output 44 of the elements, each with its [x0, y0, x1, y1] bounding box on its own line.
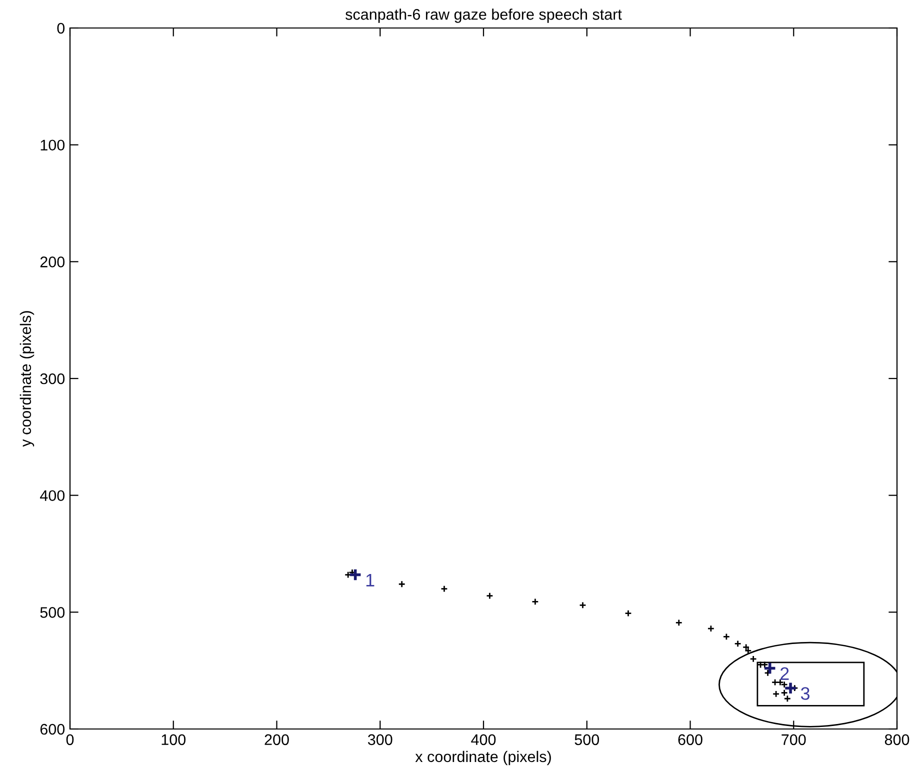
y-axis-title: y coordinate (pixels) — [20, 311, 34, 447]
point — [744, 647, 752, 654]
point — [784, 681, 798, 695]
y-tick-label: 300 — [40, 373, 65, 384]
point — [763, 661, 777, 676]
x-axis-title: x coordinate (pixels) — [415, 750, 551, 766]
point — [734, 640, 742, 648]
x-tick-label: 200 — [264, 734, 289, 746]
annotation: 1 — [366, 574, 374, 586]
point — [771, 678, 779, 686]
y-tick-label: 0 — [57, 22, 65, 34]
point — [742, 644, 750, 651]
y-tick-label: 600 — [40, 724, 65, 735]
x-tick-label: 300 — [368, 734, 392, 746]
annotation: 2 — [780, 667, 789, 680]
annotation: 3 — [800, 687, 810, 700]
x-tick-label: 400 — [471, 734, 496, 746]
point — [722, 633, 730, 640]
point — [784, 694, 792, 702]
point — [579, 602, 586, 609]
point — [624, 610, 632, 617]
y-tick-label: 100 — [40, 140, 65, 151]
y-tick-label: 500 — [40, 607, 65, 618]
y-tick-label: 400 — [40, 490, 65, 502]
x-tick-label: 800 — [884, 734, 910, 746]
point — [486, 592, 494, 600]
point — [772, 690, 780, 698]
point — [348, 568, 362, 582]
point — [750, 655, 757, 663]
point — [398, 580, 406, 588]
x-tick-label: 500 — [574, 734, 600, 746]
point — [780, 689, 788, 696]
point — [675, 619, 683, 626]
x-tick-label: 700 — [782, 734, 806, 746]
point — [780, 680, 788, 688]
x-tick-label: 0 — [66, 734, 74, 746]
point — [776, 678, 784, 686]
x-tick-label: 600 — [678, 734, 702, 746]
chart-title: scanpath-6 raw gaze before speech start — [346, 8, 622, 23]
x-tick-label: 100 — [162, 734, 186, 746]
point — [707, 624, 715, 632]
point — [532, 598, 539, 606]
point — [440, 585, 448, 592]
y-tick-label: 200 — [40, 256, 65, 268]
